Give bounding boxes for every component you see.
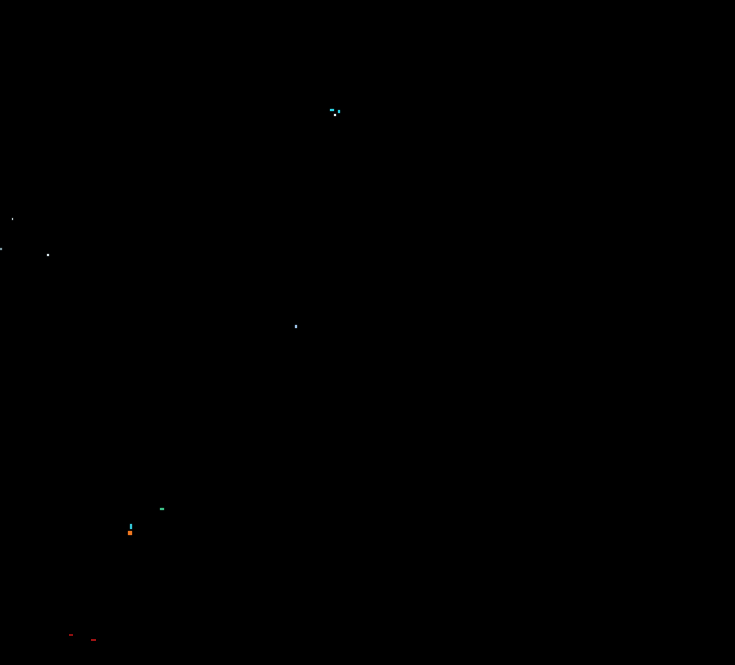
- speck-red-mark-bottom-right: [91, 639, 96, 641]
- speck-white-dot-left-upper: [12, 218, 13, 220]
- speck-green-dash-lower: [160, 508, 164, 510]
- speck-cyan-bar-lower: [130, 524, 132, 529]
- speck-cyan-tick-upper: [338, 110, 340, 113]
- speck-cyan-dash-upper: [330, 109, 334, 111]
- speck-blue-dot-center: [295, 325, 297, 328]
- speck-white-dot-left-lower: [47, 254, 49, 256]
- speck-red-mark-bottom-left: [69, 634, 73, 636]
- speck-orange-block-lower: [128, 531, 132, 535]
- speck-white-dot-upper: [334, 114, 336, 116]
- speck-white-dot-left-edge: [0, 248, 2, 250]
